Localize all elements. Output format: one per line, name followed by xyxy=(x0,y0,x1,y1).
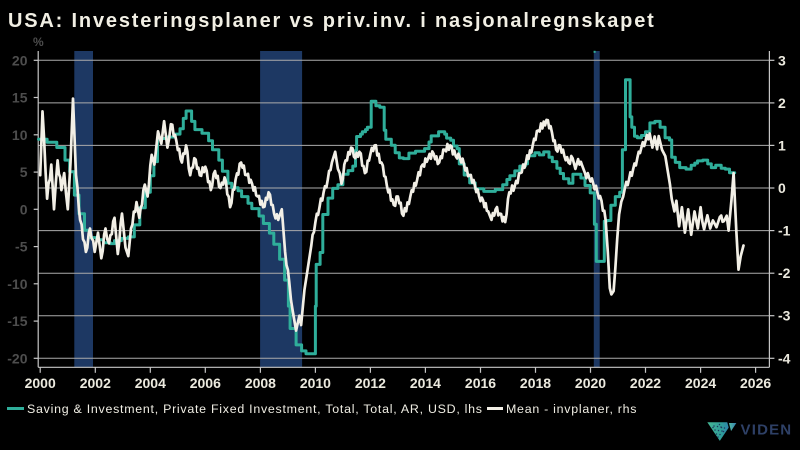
svg-text:2016: 2016 xyxy=(465,375,496,391)
svg-text:Saving & Investment, Private F: Saving & Investment, Private Fixed Inves… xyxy=(27,402,483,416)
svg-text:2024: 2024 xyxy=(685,375,716,391)
svg-text:-5: -5 xyxy=(15,239,28,255)
svg-text:20: 20 xyxy=(12,52,28,68)
svg-text:2018: 2018 xyxy=(520,375,551,391)
svg-text:2014: 2014 xyxy=(410,375,441,391)
svg-text:2004: 2004 xyxy=(135,375,166,391)
svg-text:2008: 2008 xyxy=(245,375,276,391)
svg-text:-3: -3 xyxy=(778,308,791,324)
svg-text:-20: -20 xyxy=(7,350,27,366)
svg-text:2010: 2010 xyxy=(300,375,331,391)
svg-text:2006: 2006 xyxy=(190,375,221,391)
svg-text:-4: -4 xyxy=(778,350,791,366)
svg-text:-2: -2 xyxy=(778,265,791,281)
svg-text:2: 2 xyxy=(778,95,786,111)
svg-text:-10: -10 xyxy=(7,276,27,292)
svg-text:15: 15 xyxy=(12,90,28,106)
svg-text:10: 10 xyxy=(12,127,28,143)
svg-text:2022: 2022 xyxy=(630,375,661,391)
svg-text:2026: 2026 xyxy=(740,375,771,391)
svg-text:VIDEN: VIDEN xyxy=(741,422,793,439)
svg-text:2000: 2000 xyxy=(25,375,56,391)
svg-text:1: 1 xyxy=(778,137,786,153)
svg-text:2012: 2012 xyxy=(355,375,386,391)
svg-text:5: 5 xyxy=(20,164,28,180)
svg-text:-15: -15 xyxy=(7,313,27,329)
svg-text:%: % xyxy=(33,35,44,49)
svg-text:Mean - invplaner, rhs: Mean - invplaner, rhs xyxy=(506,402,637,416)
svg-text:2020: 2020 xyxy=(575,375,606,391)
svg-text:-1: -1 xyxy=(778,223,791,239)
svg-text:2002: 2002 xyxy=(80,375,111,391)
svg-text:3: 3 xyxy=(778,52,786,68)
svg-text:0: 0 xyxy=(778,180,786,196)
svg-text:0: 0 xyxy=(20,201,28,217)
